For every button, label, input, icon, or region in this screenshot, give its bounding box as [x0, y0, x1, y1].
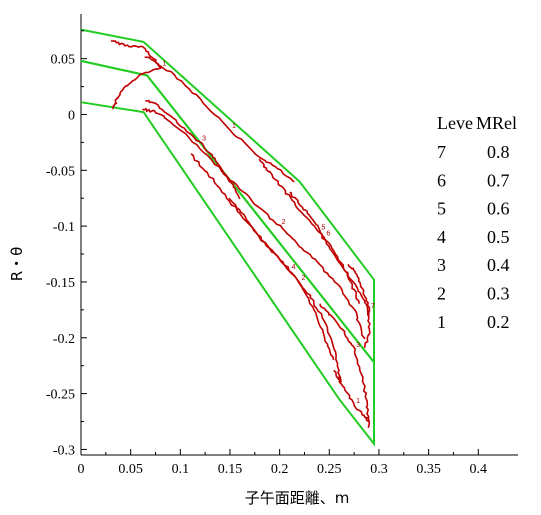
- y-tick-label-2: -0.05: [46, 164, 75, 179]
- blade-outlines: [80, 28, 375, 447]
- legend-level-3: 3: [437, 255, 446, 275]
- contour-label-3: 3: [202, 135, 206, 142]
- legend-value-2: 0.3: [487, 284, 510, 304]
- contour-label-7: 6: [326, 230, 330, 237]
- legend-value-1: 0.2: [487, 312, 510, 332]
- blade-outline-lower: [80, 59, 375, 447]
- y-axis-title: R・θ: [8, 247, 26, 282]
- x-tick-label-5: 0.25: [317, 462, 342, 477]
- contour-line-level-1: [333, 369, 371, 422]
- contour-label-5: 2: [302, 275, 306, 282]
- contour-line-level-7: [347, 264, 371, 348]
- contour-label-6: 5: [321, 225, 325, 232]
- blade-outline-upper: [80, 28, 375, 366]
- legend-value-4: 0.5: [487, 227, 510, 247]
- x-tick-label-6: 0.3: [370, 462, 388, 477]
- legend-header-level: Leve: [437, 113, 473, 133]
- x-tick-label-3: 0.15: [218, 462, 243, 477]
- legend-level-4: 4: [437, 227, 446, 247]
- legend: Leve MRel 7 0.8 6 0.7 5 0.6 4 0.5 3 0.4 2 0.3 1 0.2: [437, 113, 517, 332]
- y-tick-label-5: -0.2: [53, 332, 75, 347]
- contour-line-level-1: [110, 40, 163, 111]
- contour-line-level-2: [142, 107, 366, 340]
- x-axis-title: 子午面距離、m: [245, 489, 350, 507]
- legend-level-6: 6: [437, 170, 446, 190]
- contour-line-level-2: [228, 197, 335, 361]
- contour-label-9: 7: [371, 303, 375, 310]
- contour-line-level-6: [289, 191, 361, 304]
- x-tick-label-2: 0.1: [172, 462, 190, 477]
- x-tick-label-0: 0: [78, 462, 85, 477]
- x-tick-label-1: 0.05: [118, 462, 143, 477]
- axis-ticks: 0 0.05 0.1 0.15 0.2 0.25 0.3 0.35 0.4 0.05 0 -0.05 -…: [46, 30, 488, 477]
- legend-level-5: 5: [437, 199, 446, 219]
- x-tick-label-8: 0.4: [470, 462, 488, 477]
- contour-label-0: 1: [162, 61, 166, 68]
- y-tick-label-1: 0: [68, 108, 75, 123]
- contour-line-level-5: [258, 158, 369, 317]
- legend-level-1: 1: [437, 312, 446, 332]
- y-tick-label-4: -0.15: [46, 276, 75, 291]
- axis-frame: [80, 14, 518, 456]
- legend-value-5: 0.6: [487, 199, 510, 219]
- legend-level-7: 7: [437, 142, 446, 162]
- legend-value-7: 0.8: [487, 142, 510, 162]
- x-tick-label-4: 0.2: [271, 462, 289, 477]
- legend-value-3: 0.4: [487, 255, 510, 275]
- contour-label-2: 2: [282, 219, 286, 226]
- contour-label-1: 1: [232, 123, 236, 130]
- legend-value-6: 0.7: [487, 170, 510, 190]
- contour-line-level-4: [190, 153, 343, 383]
- contour-line-level-3: [145, 99, 241, 200]
- contour-line-level-1: [144, 56, 295, 183]
- contour-label-8: 3: [356, 342, 360, 349]
- contour-line-level-3: [319, 303, 371, 428]
- legend-level-2: 2: [437, 284, 446, 304]
- x-tick-label-7: 0.35: [416, 462, 441, 477]
- y-tick-label-6: -0.25: [46, 388, 75, 403]
- legend-header-value: MRel: [476, 113, 517, 133]
- y-tick-label-7: -0.3: [53, 443, 75, 458]
- contour-label-4: 4: [292, 264, 296, 271]
- y-tick-label-0: 0.05: [51, 53, 76, 68]
- y-tick-label-3: -0.1: [53, 220, 75, 235]
- contour-label-10: 1: [356, 398, 360, 405]
